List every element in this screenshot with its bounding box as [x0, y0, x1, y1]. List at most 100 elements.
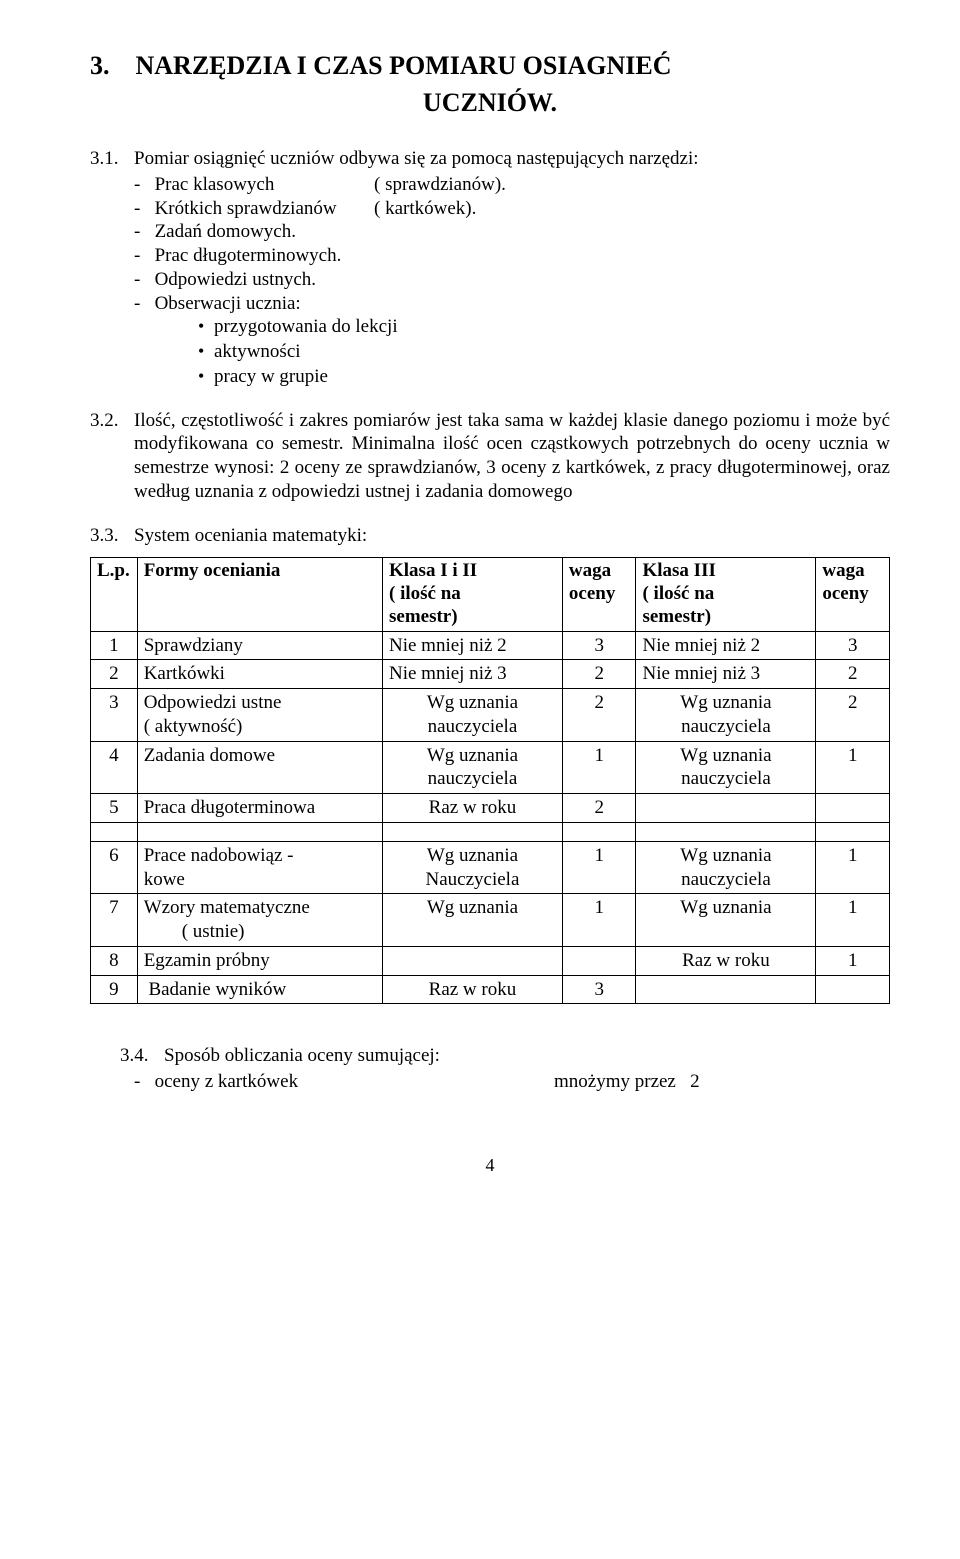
th-form: Formy oceniania	[137, 558, 382, 631]
cell-lp: 3	[91, 689, 138, 742]
cell-w1	[562, 946, 636, 975]
list-item: • pracy w grupie	[198, 365, 890, 389]
list-item-label: pracy w grupie	[214, 365, 328, 389]
list-item-right: ( sprawdzianów).	[374, 173, 506, 197]
cell-form: Badanie wyników	[137, 975, 382, 1004]
cell-w1: 2	[562, 689, 636, 742]
list-item: - Zadań domowych.	[134, 220, 890, 244]
table-row: 8Egzamin próbnyRaz w roku1	[91, 946, 890, 975]
cell-form: Wzory matematyczne ( ustnie)	[137, 894, 382, 947]
list-item: - Prac długoterminowych.	[134, 244, 890, 268]
cell-lp: 1	[91, 631, 138, 660]
cell-k12: Wg uznania nauczyciela	[383, 689, 563, 742]
cell-w1: 3	[562, 631, 636, 660]
cell-k3: Wg uznania nauczyciela	[636, 841, 816, 894]
paragraph-3-1: 3.1. Pomiar osiągnięć uczniów odbywa się…	[90, 147, 890, 389]
list-item: - oceny z kartkówek mnożymy przez 2	[134, 1070, 890, 1094]
th-klasa12: Klasa I i II ( ilość na semestr)	[383, 558, 563, 631]
cell-k12: Wg uznania nauczyciela	[383, 741, 563, 794]
cell-k12: Nie mniej niż 3	[383, 660, 563, 689]
list-item: • przygotowania do lekcji	[198, 315, 890, 339]
list-item: - Odpowiedzi ustnych.	[134, 268, 890, 292]
sublist-3-1: • przygotowania do lekcji • aktywności •…	[198, 315, 890, 388]
cell-k3	[636, 794, 816, 823]
th-waga1: waga oceny	[562, 558, 636, 631]
cell-form: Zadania domowe	[137, 741, 382, 794]
grading-table: L.p. Formy oceniania Klasa I i II ( iloś…	[90, 557, 890, 1004]
cell-w1: 1	[562, 894, 636, 947]
cell-lp: 2	[91, 660, 138, 689]
cell-w2: 3	[816, 631, 890, 660]
cell-k12	[383, 946, 563, 975]
cell-w1: 2	[562, 660, 636, 689]
table-row: 5Praca długoterminowaRaz w roku2	[91, 794, 890, 823]
cell-w1: 2	[562, 794, 636, 823]
text-3-2: Ilość, częstotliwość i zakres pomiarów j…	[134, 409, 890, 504]
cell-k12: Wg uznania Nauczyciela	[383, 841, 563, 894]
text-3-4: Sposób obliczania oceny sumującej:	[164, 1044, 440, 1068]
bullet-icon: •	[198, 340, 214, 363]
cell-lp: 7	[91, 894, 138, 947]
list-item-right: mnożymy przez 2	[554, 1070, 700, 1094]
cell-form: Praca długoterminowa	[137, 794, 382, 823]
cell-form: Prace nadobowiąz - kowe	[137, 841, 382, 894]
table-header-row: L.p. Formy oceniania Klasa I i II ( iloś…	[91, 558, 890, 631]
cell-w2: 1	[816, 841, 890, 894]
num-3-4: 3.4.	[120, 1044, 164, 1068]
cell-k3: Wg uznania nauczyciela	[636, 741, 816, 794]
list-item-label: aktywności	[214, 340, 301, 364]
cell-k12: Wg uznania	[383, 894, 563, 947]
table-row: 6Prace nadobowiąz - koweWg uznania Naucz…	[91, 841, 890, 894]
table-row: 9 Badanie wynikówRaz w roku3	[91, 975, 890, 1004]
list-item-label: - Prac klasowych	[134, 173, 374, 197]
paragraph-3-3: 3.3. System oceniania matematyki:	[90, 524, 890, 548]
list-item-label: - Krótkich sprawdzianów	[134, 197, 374, 221]
cell-w1: 1	[562, 841, 636, 894]
th-waga2: waga oceny	[816, 558, 890, 631]
th-lp: L.p.	[91, 558, 138, 631]
paragraph-3-2: 3.2. Ilość, częstotliwość i zakres pomia…	[90, 409, 890, 504]
cell-k3: Nie mniej niż 2	[636, 631, 816, 660]
section-heading-line2: UCZNIÓW.	[90, 87, 890, 120]
spacer-row	[91, 822, 890, 841]
section-heading-line1: 3. NARZĘDZIA I CZAS POMIARU OSIAGNIEĆ	[90, 50, 890, 83]
table-row: 4Zadania domoweWg uznania nauczyciela1Wg…	[91, 741, 890, 794]
table-row: 1SprawdzianyNie mniej niż 23Nie mniej ni…	[91, 631, 890, 660]
cell-form: Kartkówki	[137, 660, 382, 689]
cell-k3: Nie mniej niż 3	[636, 660, 816, 689]
cell-k3: Raz w roku	[636, 946, 816, 975]
cell-k12: Nie mniej niż 2	[383, 631, 563, 660]
cell-w2: 1	[816, 894, 890, 947]
cell-w1: 1	[562, 741, 636, 794]
cell-form: Sprawdziany	[137, 631, 382, 660]
cell-lp: 4	[91, 741, 138, 794]
page-number: 4	[90, 1154, 890, 1177]
list-item-label: przygotowania do lekcji	[214, 315, 398, 339]
cell-form: Odpowiedzi ustne ( aktywność)	[137, 689, 382, 742]
num-3-1: 3.1.	[90, 147, 134, 171]
cell-w2: 1	[816, 741, 890, 794]
th-klasa3: Klasa III ( ilość na semestr)	[636, 558, 816, 631]
cell-w2: 1	[816, 946, 890, 975]
cell-k12: Raz w roku	[383, 975, 563, 1004]
cell-w2	[816, 794, 890, 823]
paragraph-3-4: 3.4. Sposób obliczania oceny sumującej: …	[90, 1044, 890, 1094]
cell-w2: 2	[816, 689, 890, 742]
list-3-1: - Prac klasowych ( sprawdzianów). - Krót…	[134, 173, 890, 316]
cell-k3	[636, 975, 816, 1004]
list-item: • aktywności	[198, 340, 890, 364]
list-item-label: - oceny z kartkówek	[134, 1070, 554, 1094]
cell-lp: 6	[91, 841, 138, 894]
num-3-2: 3.2.	[90, 409, 134, 504]
cell-k12: Raz w roku	[383, 794, 563, 823]
bullet-icon: •	[198, 315, 214, 338]
table-row: 7Wzory matematyczne ( ustnie)Wg uznania1…	[91, 894, 890, 947]
cell-k3: Wg uznania nauczyciela	[636, 689, 816, 742]
cell-form: Egzamin próbny	[137, 946, 382, 975]
table-row: 2KartkówkiNie mniej niż 32Nie mniej niż …	[91, 660, 890, 689]
list-item: - Obserwacji ucznia:	[134, 292, 890, 316]
cell-k3: Wg uznania	[636, 894, 816, 947]
text-3-3: System oceniania matematyki:	[134, 524, 367, 548]
text-3-1: Pomiar osiągnięć uczniów odbywa się za p…	[134, 147, 699, 171]
list-item: - Krótkich sprawdzianów ( kartkówek).	[134, 197, 890, 221]
